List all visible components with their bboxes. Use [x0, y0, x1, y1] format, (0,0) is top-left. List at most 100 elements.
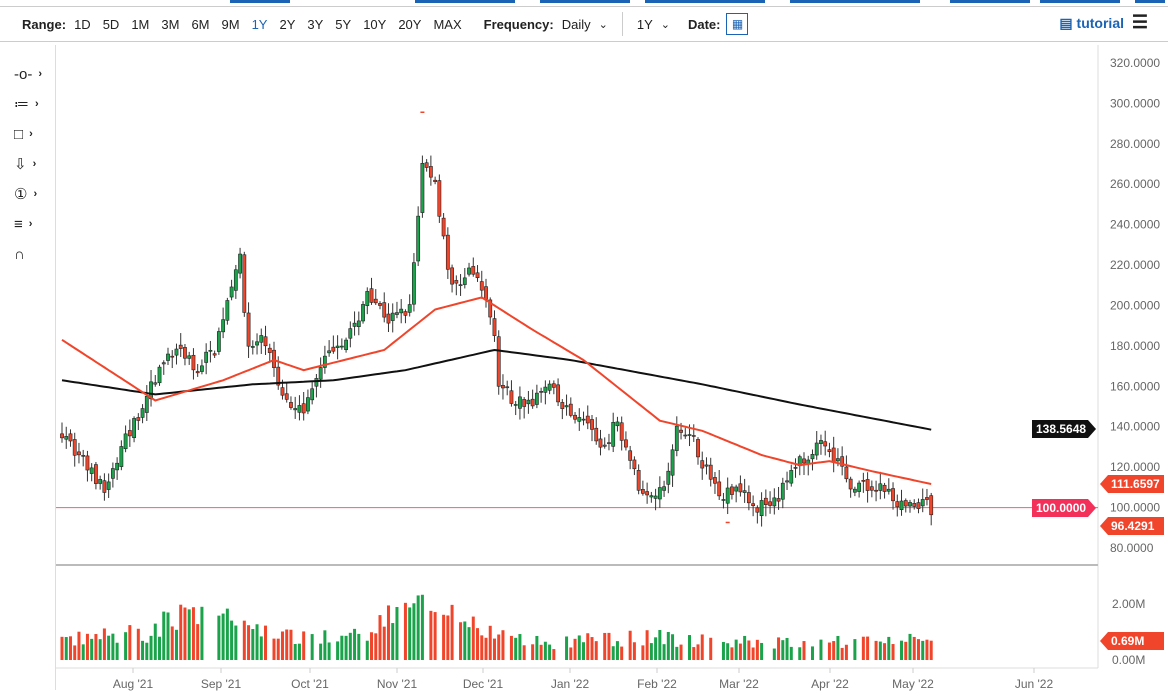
- volume-bar: [887, 636, 891, 660]
- candle: [64, 436, 69, 440]
- annotation-tool-button[interactable]: ① ›: [14, 183, 50, 205]
- x-tick-label: Jan '22: [551, 677, 590, 691]
- candle: [632, 459, 637, 470]
- volume-bar: [772, 648, 776, 660]
- volume-bar: [891, 644, 895, 660]
- volume-bar: [225, 608, 229, 660]
- volume-bar: [158, 636, 162, 660]
- candle: [696, 439, 700, 458]
- arrow-tool-button[interactable]: ⇩ ›: [14, 153, 50, 175]
- range-3y[interactable]: 3Y: [307, 16, 324, 32]
- volume-bar: [276, 638, 280, 660]
- range-5y[interactable]: 5Y: [335, 16, 352, 32]
- volume-bar: [264, 625, 268, 660]
- volume-bar: [293, 643, 297, 660]
- x-tick-label: Dec '21: [463, 677, 504, 691]
- chevron-down-icon[interactable]: ⌄: [660, 18, 670, 31]
- volume-bar: [297, 643, 301, 660]
- high-marker: [420, 111, 425, 113]
- volume-bar: [374, 633, 378, 660]
- numbered-circle-icon: ①: [14, 186, 28, 203]
- range-6m[interactable]: 6M: [191, 16, 210, 32]
- candle: [467, 267, 471, 275]
- range-10y[interactable]: 10Y: [363, 16, 387, 32]
- candle: [785, 480, 789, 483]
- volume-bar: [921, 640, 925, 660]
- volume-bar: [162, 611, 166, 660]
- volume-bar: [272, 638, 276, 660]
- candle: [865, 479, 870, 491]
- y-tick-label: 100.0000: [1110, 501, 1160, 515]
- volume-bar: [81, 644, 85, 660]
- candle: [793, 467, 798, 469]
- candle: [263, 336, 268, 347]
- y-tick-label: 300.0000: [1110, 96, 1160, 110]
- volume-bar: [586, 633, 590, 660]
- candle: [441, 217, 446, 237]
- period-select[interactable]: 1Y: [636, 16, 653, 32]
- candle: [246, 312, 251, 347]
- tutorial-link[interactable]: ▤ tutorial: [1059, 15, 1124, 32]
- candle: [848, 478, 853, 490]
- volume-bar: [285, 629, 289, 660]
- volume-bar: [73, 645, 77, 660]
- volume-bar: [420, 594, 424, 660]
- volume-bar: [692, 647, 696, 660]
- volume-bar: [632, 642, 636, 660]
- volume-bar: [819, 639, 823, 660]
- volume-bar: [675, 646, 679, 660]
- volume-bar: [747, 640, 751, 660]
- candle: [98, 479, 103, 484]
- ma200-line: [61, 348, 932, 431]
- candle: [700, 460, 705, 469]
- range-1d[interactable]: 1D: [74, 16, 91, 32]
- volume-bar: [348, 632, 352, 660]
- volume-bar: [688, 635, 692, 660]
- candle: [810, 454, 815, 460]
- fib-tool-button[interactable]: ≔ ›: [14, 93, 50, 115]
- volume-bar: [302, 631, 306, 660]
- volume-bar: [480, 635, 484, 660]
- candle: [132, 418, 136, 439]
- volume-bar: [344, 635, 348, 660]
- measure-tool-button[interactable]: ≡ ›: [14, 213, 50, 235]
- candle: [513, 404, 518, 406]
- volume-bar: [798, 647, 802, 660]
- hamburger-menu-icon[interactable]: ☰: [1131, 12, 1148, 32]
- magnet-tool-button[interactable]: ∩: [14, 243, 50, 265]
- range-20y[interactable]: 20Y: [398, 16, 422, 32]
- candle: [501, 385, 505, 389]
- volume-bar: [395, 606, 399, 660]
- volume-bar: [115, 642, 119, 660]
- chevron-down-icon[interactable]: ⌄: [598, 18, 608, 31]
- y-tick-label: 80.0000: [1110, 541, 1154, 555]
- candle: [242, 254, 247, 313]
- volume-bar: [594, 641, 598, 660]
- volume-bar: [357, 633, 361, 660]
- line-tool-button[interactable]: -o- ›: [14, 63, 50, 85]
- divider: [621, 12, 623, 36]
- range-1m[interactable]: 1M: [131, 16, 150, 32]
- frequency-label: Frequency:: [483, 16, 554, 32]
- range-2y[interactable]: 2Y: [279, 16, 296, 32]
- candle: [60, 433, 64, 439]
- frequency-select[interactable]: Daily: [561, 16, 591, 32]
- range-1y[interactable]: 1Y: [251, 16, 268, 32]
- volume-bar: [827, 642, 831, 660]
- candle: [233, 269, 238, 291]
- volume-bar: [912, 636, 916, 660]
- candle: [522, 399, 527, 407]
- range-3m[interactable]: 3M: [161, 16, 180, 32]
- volume-bar: [641, 645, 645, 660]
- range-9m[interactable]: 9M: [221, 16, 240, 32]
- range-5d[interactable]: 5D: [102, 16, 120, 32]
- y-tick-label: 200.0000: [1110, 298, 1160, 312]
- calendar-icon[interactable]: ▦: [726, 13, 749, 35]
- range-max[interactable]: MAX: [433, 16, 462, 32]
- candle: [590, 419, 594, 430]
- volume-bar: [429, 610, 433, 660]
- volume-bar: [280, 631, 284, 660]
- candle: [187, 355, 192, 359]
- rectangle-tool-button[interactable]: □ ›: [14, 123, 50, 145]
